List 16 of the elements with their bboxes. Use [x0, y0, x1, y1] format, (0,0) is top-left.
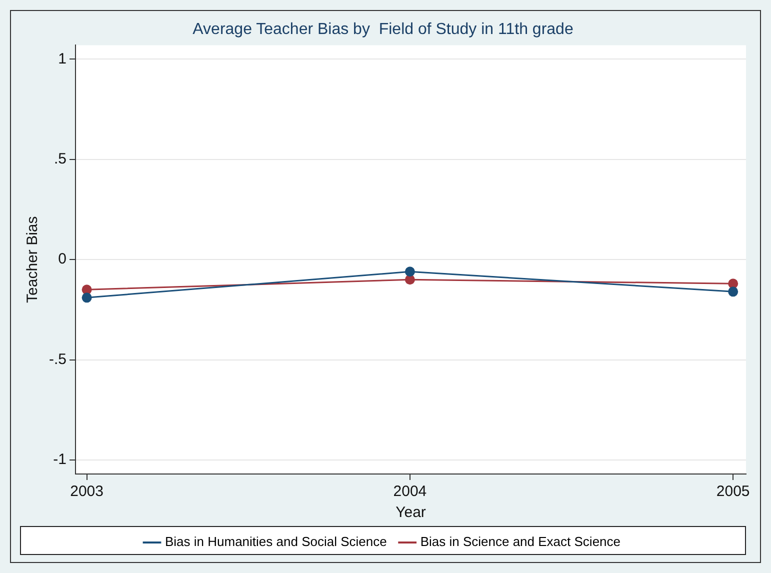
y-tick-label: 0 [58, 250, 67, 268]
point [728, 286, 738, 297]
x-axis-title: Year [396, 504, 426, 522]
y-axis-title: Teacher Bias [24, 216, 42, 303]
point [404, 266, 415, 277]
point [82, 292, 92, 303]
x-tick-label: 2004 [393, 483, 427, 500]
y-tick-label: .5 [54, 150, 67, 168]
chart-title: Average Teacher Bias by Field of Study in 11th grade [192, 21, 574, 38]
x-tick-label: 2003 [70, 483, 104, 500]
y-tick-label: -1 [53, 451, 67, 468]
y-tick-label: 1 [58, 50, 67, 68]
legend-label: Bias in Science and Exact Science [420, 534, 621, 550]
y-tick-label: -.5 [48, 350, 67, 368]
x-tick-label: 2005 [716, 483, 750, 500]
legend-label: Bias in Humanities and Social Science [165, 534, 387, 550]
